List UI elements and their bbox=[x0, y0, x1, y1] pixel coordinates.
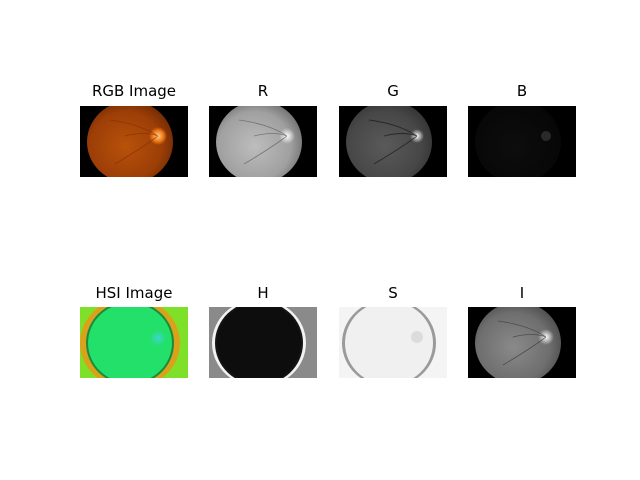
rgb-image-panel bbox=[80, 106, 188, 177]
h-channel-title: H bbox=[257, 284, 269, 302]
s-channel-panel bbox=[339, 307, 447, 378]
i-channel-title: I bbox=[519, 284, 525, 302]
b-channel-title: B bbox=[516, 82, 528, 100]
b-channel-panel bbox=[468, 106, 576, 177]
i-channel-panel bbox=[468, 307, 576, 378]
r-channel-panel bbox=[209, 106, 317, 177]
s-channel-title: S bbox=[388, 284, 398, 302]
rgb-image-title: RGB Image bbox=[91, 82, 177, 100]
h-channel-panel bbox=[209, 307, 317, 378]
hsi-image-panel bbox=[80, 307, 188, 378]
g-channel-title: G bbox=[387, 82, 399, 100]
r-channel-title: R bbox=[257, 82, 269, 100]
g-channel-panel bbox=[339, 106, 447, 177]
hsi-image-title: HSI Image bbox=[95, 284, 173, 302]
